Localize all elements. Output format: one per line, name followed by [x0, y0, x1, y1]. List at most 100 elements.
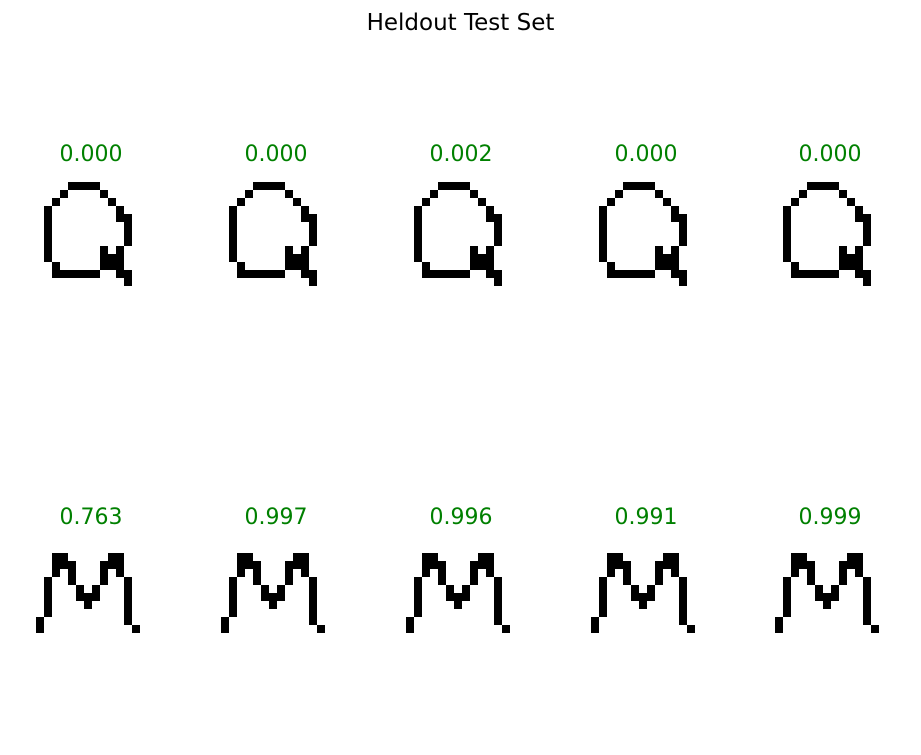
glyph-pixel — [76, 593, 84, 601]
glyph-pixel — [791, 561, 799, 569]
letter-m-image — [591, 553, 695, 633]
glyph-pixel — [623, 569, 631, 577]
glyph-pixel — [823, 182, 831, 190]
glyph-pixel — [414, 246, 422, 254]
glyph-pixel — [100, 262, 108, 270]
glyph-pixel — [44, 222, 52, 230]
glyph-pixel — [486, 214, 494, 222]
glyph-pixel — [478, 553, 486, 561]
glyph-pixel — [108, 198, 116, 206]
glyph-pixel — [494, 238, 502, 246]
glyph-pixel — [253, 577, 261, 585]
glyph-pixel — [116, 270, 124, 278]
glyph-pixel — [229, 238, 237, 246]
letter-q-image — [44, 182, 132, 286]
glyph-pixel — [100, 246, 108, 254]
glyph-pixel — [623, 182, 631, 190]
glyph-pixel — [44, 609, 52, 617]
glyph-pixel — [655, 262, 663, 270]
glyph-pixel — [623, 561, 631, 569]
glyph-pixel — [679, 230, 687, 238]
letter-m-image — [775, 553, 879, 633]
glyph-pixel — [446, 270, 454, 278]
glyph-pixel — [293, 553, 301, 561]
glyph-pixel — [839, 246, 847, 254]
glyph-pixel — [599, 230, 607, 238]
glyph-pixel — [414, 238, 422, 246]
sample-cell: 0.991 — [554, 505, 738, 755]
glyph-pixel — [791, 270, 799, 278]
glyph-pixel — [815, 270, 823, 278]
glyph-pixel — [599, 246, 607, 254]
glyph-pixel — [599, 601, 607, 609]
glyph-pixel — [293, 262, 301, 270]
glyph-pixel — [285, 246, 293, 254]
glyph-pixel — [245, 553, 253, 561]
glyph-pixel — [44, 601, 52, 609]
glyph-pixel — [124, 230, 132, 238]
glyph-pixel — [269, 601, 277, 609]
glyph-pixel — [269, 182, 277, 190]
glyph-pixel — [229, 601, 237, 609]
glyph-pixel — [100, 254, 108, 262]
glyph-pixel — [855, 561, 863, 569]
glyph-pixel — [309, 278, 317, 286]
glyph-pixel — [783, 222, 791, 230]
glyph-pixel — [124, 585, 132, 593]
glyph-pixel — [285, 262, 293, 270]
glyph-pixel — [462, 270, 470, 278]
glyph-pixel — [631, 182, 639, 190]
glyph-pixel — [44, 246, 52, 254]
glyph-pixel — [229, 230, 237, 238]
glyph-pixel — [839, 254, 847, 262]
glyph-pixel — [430, 190, 438, 198]
sample-cell: 0.996 — [369, 505, 553, 755]
sample-score-label: 0.000 — [244, 142, 308, 167]
letter-q-image — [599, 182, 687, 286]
glyph-pixel — [84, 270, 92, 278]
glyph-pixel — [430, 561, 438, 569]
glyph-pixel — [823, 593, 831, 601]
glyph-pixel — [261, 270, 269, 278]
glyph-pixel — [470, 569, 478, 577]
glyph-pixel — [631, 593, 639, 601]
sample-cell: 0.999 — [738, 505, 921, 755]
glyph-pixel — [108, 553, 116, 561]
glyph-pixel — [663, 553, 671, 561]
letter-q-image — [783, 182, 871, 286]
glyph-pixel — [68, 561, 76, 569]
glyph-pixel — [422, 569, 430, 577]
glyph-pixel — [679, 609, 687, 617]
glyph-pixel — [116, 569, 124, 577]
glyph-pixel — [116, 561, 124, 569]
glyph-pixel — [229, 222, 237, 230]
glyph-pixel — [301, 569, 309, 577]
glyph-pixel — [309, 577, 317, 585]
glyph-pixel — [414, 230, 422, 238]
glyph-pixel — [647, 270, 655, 278]
glyph-pixel — [671, 270, 679, 278]
glyph-pixel — [655, 246, 663, 254]
glyph-pixel — [671, 553, 679, 561]
glyph-pixel — [132, 625, 140, 633]
glyph-pixel — [783, 601, 791, 609]
glyph-pixel — [679, 214, 687, 222]
glyph-pixel — [478, 254, 486, 262]
glyph-pixel — [446, 182, 454, 190]
glyph-pixel — [44, 254, 52, 262]
glyph-pixel — [124, 577, 132, 585]
glyph-pixel — [422, 198, 430, 206]
glyph-pixel — [414, 593, 422, 601]
glyph-pixel — [44, 214, 52, 222]
glyph-pixel — [124, 617, 132, 625]
glyph-pixel — [229, 577, 237, 585]
glyph-pixel — [783, 206, 791, 214]
glyph-pixel — [855, 254, 863, 262]
glyph-pixel — [847, 198, 855, 206]
glyph-pixel — [422, 553, 430, 561]
glyph-pixel — [655, 569, 663, 577]
glyph-pixel — [607, 198, 615, 206]
glyph-pixel — [60, 561, 68, 569]
glyph-pixel — [863, 585, 871, 593]
glyph-pixel — [414, 577, 422, 585]
